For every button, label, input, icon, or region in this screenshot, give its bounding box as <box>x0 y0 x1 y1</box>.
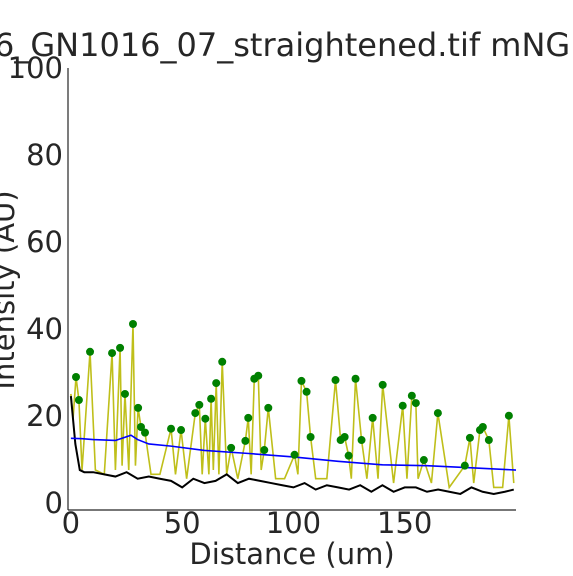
peak-point <box>254 371 263 380</box>
y-tick-label: 40 <box>26 312 63 346</box>
peak-point <box>227 443 236 452</box>
peak-point <box>201 414 210 423</box>
peak-point <box>411 399 420 408</box>
peak-point <box>504 411 513 420</box>
peak-point <box>108 349 117 358</box>
peak-point <box>241 436 250 445</box>
peak-point <box>297 376 306 385</box>
peak-point <box>128 319 137 328</box>
peak-point <box>260 446 269 455</box>
x-tick-label: 150 <box>377 506 432 540</box>
x-tick-label: 0 <box>62 506 80 540</box>
data-line <box>69 396 515 495</box>
peak-point <box>478 422 487 431</box>
peak-point <box>344 451 353 460</box>
peak-point <box>218 357 227 366</box>
peak-point <box>302 387 311 396</box>
peak-point <box>195 400 204 409</box>
peak-point <box>433 409 442 418</box>
peak-point <box>351 374 360 383</box>
peak-point <box>368 413 377 422</box>
y-tick-label: 60 <box>26 225 63 259</box>
peak-point <box>141 428 150 437</box>
peak-point <box>306 432 315 441</box>
data-line <box>70 434 516 471</box>
peak-point <box>398 401 407 410</box>
peak-point <box>116 343 125 352</box>
peak-point <box>264 403 273 412</box>
peak-point <box>74 396 83 405</box>
peak-point <box>167 424 176 433</box>
y-tick-label: 80 <box>26 138 63 172</box>
peak-point <box>465 433 474 442</box>
peak-point <box>484 436 493 445</box>
peak-point <box>460 461 469 470</box>
peak-point <box>357 436 366 445</box>
peak-point <box>340 432 349 441</box>
peak-point <box>134 403 143 412</box>
peak-point <box>331 376 340 385</box>
chart-title: 6_GN1016_07_straightened.tif mNG <box>0 26 570 64</box>
peak-point <box>86 347 95 356</box>
peak-point <box>378 380 387 389</box>
peak-point <box>207 394 216 403</box>
peak-point <box>120 389 129 398</box>
peak-point <box>212 379 221 388</box>
peak-point <box>177 426 186 435</box>
x-axis-label: Distance (um) <box>189 537 394 571</box>
peak-point <box>191 409 200 418</box>
peak-point <box>407 391 416 400</box>
y-tick-label: 20 <box>26 399 63 433</box>
x-tick-label: 50 <box>164 506 201 540</box>
peak-point <box>136 422 145 431</box>
peak-point <box>290 450 299 459</box>
y-tick-label: 0 <box>45 486 63 520</box>
y-tick-label: 100 <box>8 51 63 85</box>
peak-point <box>244 413 253 422</box>
x-tick-label: 100 <box>266 506 321 540</box>
y-axis-label: Intensity (AU) <box>0 190 21 389</box>
peak-point <box>72 373 81 382</box>
peak-point <box>419 456 428 465</box>
